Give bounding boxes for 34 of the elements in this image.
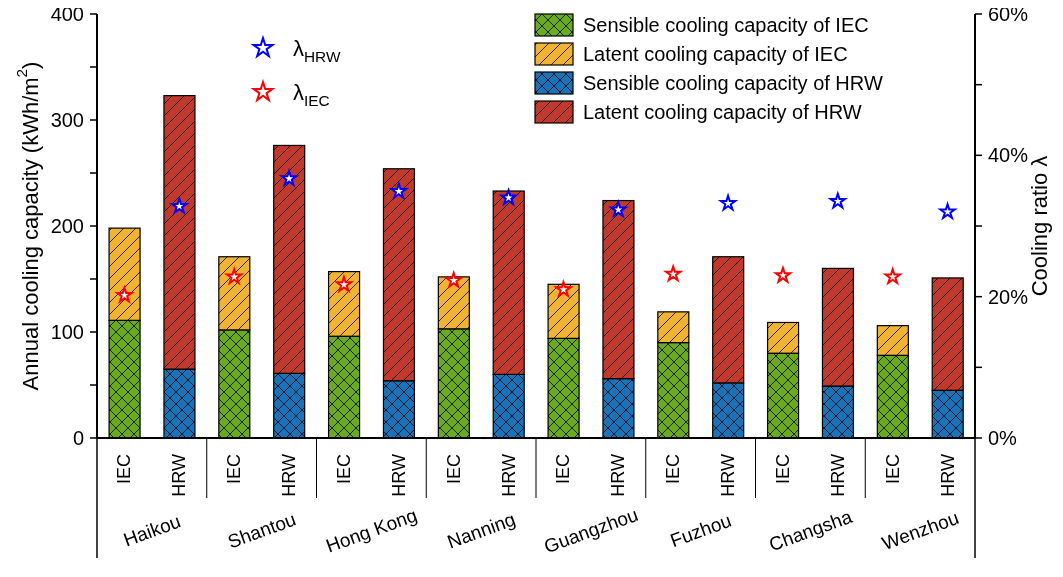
x-tick-label: IEC — [333, 454, 354, 485]
x-tick-label: IEC — [663, 454, 684, 485]
x-tick-label: IEC — [882, 454, 903, 485]
x-tick-label: HRW — [279, 454, 300, 497]
y-tick-label: 200 — [50, 215, 84, 237]
legend-label: Sensible cooling capacity of IEC — [583, 14, 869, 36]
y2-tick-label: 40% — [988, 144, 1029, 167]
x-tick-label: HRW — [608, 454, 629, 497]
x-tick-label: IEC — [443, 454, 464, 485]
legend-label: Latent cooling capacity of IEC — [583, 43, 848, 65]
x-tick-label: HRW — [388, 454, 409, 497]
y-tick-label: 0 — [72, 427, 84, 449]
x-tick-label: HRW — [169, 454, 190, 497]
x-tick-label: HRW — [827, 454, 848, 497]
text: Fuzhou — [667, 509, 734, 551]
y-tick-label: 300 — [50, 109, 84, 131]
x-tick-label: HRW — [498, 454, 519, 497]
text: Haikou — [120, 510, 184, 550]
x-tick-label: HRW — [937, 454, 958, 497]
legend-label: λ$_{IEC}$ — [293, 79, 330, 109]
legend-label: Sensible cooling capacity of HRW — [583, 72, 883, 94]
y-tick-label: 400 — [50, 3, 84, 25]
x-tick-label: HRW — [718, 454, 739, 497]
x-tick-label: IEC — [114, 454, 135, 485]
y2-tick-label: 20% — [988, 285, 1029, 308]
legend-label: Latent cooling capacity of HRW — [583, 101, 862, 123]
y-tick-label: 100 — [50, 321, 84, 343]
x-tick-label: IEC — [553, 454, 574, 485]
x-tick-label: IEC — [772, 454, 793, 485]
x-tick-label: IEC — [224, 454, 245, 485]
legend-label: λ$_{HRW}$ — [293, 35, 341, 65]
y2-tick-label: 0% — [988, 427, 1018, 449]
y2-tick-label: 60% — [988, 3, 1029, 25]
text: Hong Kong — [323, 503, 420, 557]
